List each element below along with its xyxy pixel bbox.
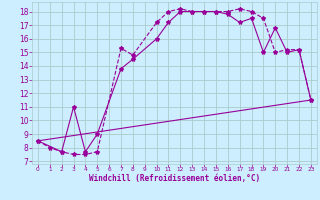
X-axis label: Windchill (Refroidissement éolien,°C): Windchill (Refroidissement éolien,°C) [89,174,260,183]
